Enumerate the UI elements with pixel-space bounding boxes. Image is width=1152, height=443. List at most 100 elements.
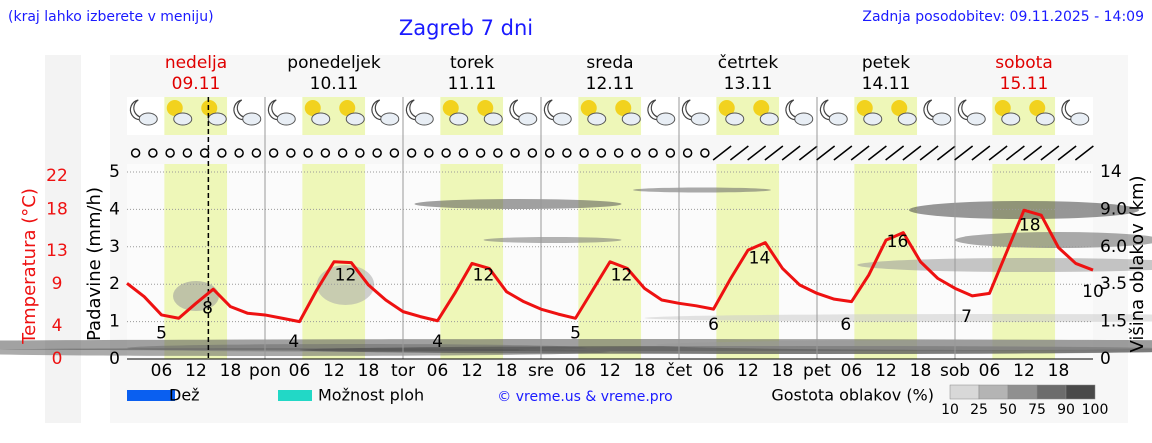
temp-label: 12 xyxy=(473,265,495,285)
wind-calm xyxy=(527,148,538,158)
temp-label: 12 xyxy=(611,265,633,285)
sun-icon xyxy=(718,100,735,116)
wind-calm xyxy=(700,148,710,158)
y3-tick-label: 0 xyxy=(1100,349,1111,369)
legend-swatch xyxy=(127,390,175,401)
cloud-legend-label: 90 xyxy=(1057,402,1075,418)
cloud-legend-label: 100 xyxy=(1082,402,1109,418)
temp-label: 5 xyxy=(156,323,167,343)
day-date: 10.11 xyxy=(310,74,359,94)
x-tick-label: 18 xyxy=(1048,361,1070,381)
x-tick-label: 06 xyxy=(979,361,1001,381)
wind-calm xyxy=(510,148,520,158)
wind-calm xyxy=(596,148,607,158)
wind-calm xyxy=(355,148,365,158)
wind-barb xyxy=(919,145,939,161)
cloud-legend-box xyxy=(1036,384,1067,400)
sun-icon xyxy=(166,100,183,116)
x-tick-label: sre xyxy=(528,361,554,381)
cloud-density xyxy=(644,314,1152,322)
cloud-legend-label: 75 xyxy=(1028,402,1046,418)
cloud-axis-title: Višina oblakov (km) xyxy=(1127,175,1148,352)
y2-tick-label: 18 xyxy=(46,199,68,219)
wind-calm xyxy=(648,148,658,158)
cloud-icon xyxy=(173,112,193,126)
wind-calm xyxy=(251,148,262,158)
precip-axis-title: Padavine (mm/h) xyxy=(84,187,105,341)
cloud-icon xyxy=(794,112,814,126)
cloud-legend-label: 10 xyxy=(941,402,959,418)
wind-calm xyxy=(182,148,193,158)
x-tick-label: sob xyxy=(940,361,970,381)
wind-calm xyxy=(148,148,158,158)
cloud-legend-box xyxy=(1007,384,1038,400)
cloud-legend-box xyxy=(978,384,1009,400)
wind-barb xyxy=(1040,145,1060,161)
cloud-icon xyxy=(759,112,779,126)
day-name: petek xyxy=(862,53,910,73)
cloud-icon xyxy=(311,112,331,126)
x-tick-label: 06 xyxy=(289,361,311,381)
temp-axis-title: Temperatura (°C) xyxy=(19,188,40,345)
sun-icon xyxy=(994,100,1011,116)
wind-barb xyxy=(1057,145,1077,161)
cloud-icon xyxy=(483,112,503,126)
y2-tick-label: 22 xyxy=(46,166,68,186)
x-tick-label: 06 xyxy=(703,361,725,381)
wind-barb xyxy=(781,145,801,161)
cloud-icon xyxy=(518,112,538,126)
wind-calm xyxy=(475,148,486,158)
y3-tick-label: 1.5 xyxy=(1100,312,1127,332)
y2-tick-label: 9 xyxy=(52,274,63,294)
y-tick-label: 0 xyxy=(109,349,120,369)
x-tick-label: 18 xyxy=(496,361,518,381)
wind-barb xyxy=(747,145,767,161)
wind-calm xyxy=(441,148,451,158)
day-name: četrtek xyxy=(718,53,779,73)
daylight xyxy=(440,164,504,359)
y2-tick-label: 0 xyxy=(52,349,63,369)
cloud-icon xyxy=(1070,112,1090,126)
credit: © vreme.us & vreme.pro xyxy=(497,389,672,405)
x-tick-label: 18 xyxy=(634,361,656,381)
y3-tick-label: 6.0 xyxy=(1100,237,1127,257)
wind-barb xyxy=(971,145,991,161)
temp-label: 14 xyxy=(749,249,771,269)
cloud-icon xyxy=(276,112,296,126)
x-tick-label: 18 xyxy=(358,361,380,381)
cloud-icon xyxy=(138,112,158,126)
legend-swatch xyxy=(278,390,312,401)
y2-tick-label: 13 xyxy=(46,241,68,261)
sun-icon xyxy=(304,100,321,116)
cloud-icon xyxy=(725,112,745,126)
wind-barb xyxy=(833,145,853,161)
cloud-icon xyxy=(897,112,917,126)
cloud-icon xyxy=(242,112,262,126)
y2-tick-label: 4 xyxy=(52,316,63,336)
cloud-density xyxy=(857,258,1152,272)
wind-barb xyxy=(850,145,870,161)
wind-calm xyxy=(320,148,331,158)
x-tick-label: 06 xyxy=(151,361,173,381)
wind-calm xyxy=(682,148,693,158)
y-tick-label: 1 xyxy=(109,312,120,332)
cloud-legend-title: Gostota oblakov (%) xyxy=(771,386,934,405)
wind-calm xyxy=(665,148,676,158)
cloud-icon xyxy=(863,112,883,126)
temp-label: 7 xyxy=(961,307,972,327)
wind-barb xyxy=(816,145,836,161)
x-tick-label: 06 xyxy=(427,361,449,381)
wind-calm xyxy=(631,148,641,158)
day-name: sreda xyxy=(586,53,633,73)
wind-calm xyxy=(165,148,175,158)
x-tick-label: 12 xyxy=(461,361,483,381)
wind-calm xyxy=(579,148,589,158)
day-name: ponedeljek xyxy=(287,53,381,73)
wind-barb xyxy=(712,145,732,161)
y3-tick-label: 14 xyxy=(1100,162,1122,182)
cloud-icon xyxy=(690,112,710,126)
cloud-icon xyxy=(587,112,607,126)
x-tick-label: 06 xyxy=(841,361,863,381)
wind-barb xyxy=(764,145,784,161)
y-tick-label: 4 xyxy=(109,199,120,219)
